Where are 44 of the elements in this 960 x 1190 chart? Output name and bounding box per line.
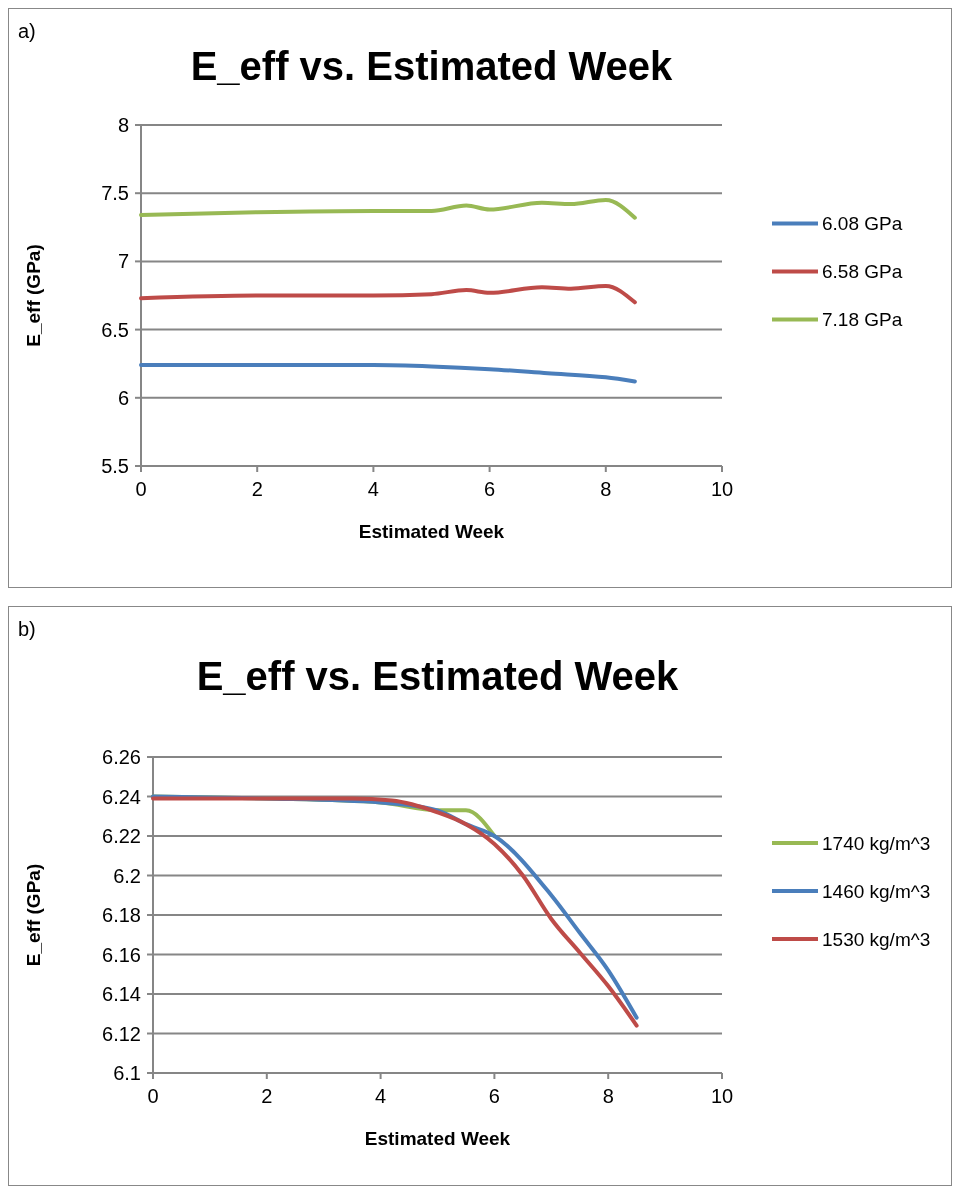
x-tick-label: 8 bbox=[600, 478, 612, 500]
legend-label: 1530 kg/m^3 bbox=[822, 928, 931, 950]
legend-label: 6.58 GPa bbox=[822, 261, 903, 283]
x-tick-label: 8 bbox=[602, 1085, 614, 1107]
y-tick-label: 6.2 bbox=[113, 864, 141, 887]
y-axis-title: E_eff (GPa) bbox=[23, 863, 44, 967]
x-axis-title: Estimated Week bbox=[358, 521, 505, 542]
y-tick-label: 6.1 bbox=[113, 1062, 141, 1084]
legend-label: 1740 kg/m^3 bbox=[822, 832, 931, 854]
y-tick-label: 7 bbox=[117, 250, 129, 273]
y-tick-label: 6.18 bbox=[102, 904, 141, 926]
x-tick-label: 4 bbox=[375, 1085, 387, 1107]
x-tick-label: 0 bbox=[135, 478, 147, 500]
x-tick-label: 4 bbox=[367, 478, 379, 500]
y-axis-title: E_eff (GPa) bbox=[23, 244, 44, 347]
y-tick-label: 6.24 bbox=[102, 785, 141, 808]
y-tick-label: 6 bbox=[117, 386, 129, 409]
y-tick-label: 6.14 bbox=[102, 983, 141, 1005]
legend-label: 7.18 GPa bbox=[822, 309, 903, 331]
y-tick-label: 6.22 bbox=[102, 825, 141, 847]
x-tick-label: 6 bbox=[484, 478, 496, 500]
x-axis-title: Estimated Week bbox=[364, 1128, 511, 1149]
chart-title: E_eff vs. Estimated Week bbox=[190, 44, 674, 88]
y-tick-label: 6.26 bbox=[102, 746, 141, 768]
text: a) bbox=[18, 20, 36, 42]
y-tick-label: 5.5 bbox=[101, 455, 129, 477]
x-tick-label: 2 bbox=[251, 478, 263, 500]
line-series bbox=[139, 198, 637, 220]
line-series bbox=[139, 283, 637, 305]
y-tick-label: 6.5 bbox=[101, 318, 129, 341]
y-tick-label: 8 bbox=[117, 114, 129, 136]
legend-label: 6.08 GPa bbox=[822, 213, 903, 235]
x-tick-label: 2 bbox=[261, 1085, 273, 1107]
legend-label: 1460 kg/m^3 bbox=[822, 880, 931, 902]
x-tick-label: 0 bbox=[147, 1085, 159, 1107]
chart-title: E_eff vs. Estimated Week bbox=[196, 654, 680, 698]
x-tick-label: 10 bbox=[710, 478, 734, 500]
y-tick-label: 7.5 bbox=[101, 182, 129, 205]
y-tick-label: 6.16 bbox=[102, 943, 141, 966]
y-tick-label: 6.12 bbox=[102, 1022, 141, 1045]
x-tick-label: 10 bbox=[710, 1085, 734, 1107]
text: b) bbox=[18, 618, 36, 640]
line-series bbox=[139, 363, 637, 384]
x-tick-label: 6 bbox=[488, 1085, 500, 1107]
